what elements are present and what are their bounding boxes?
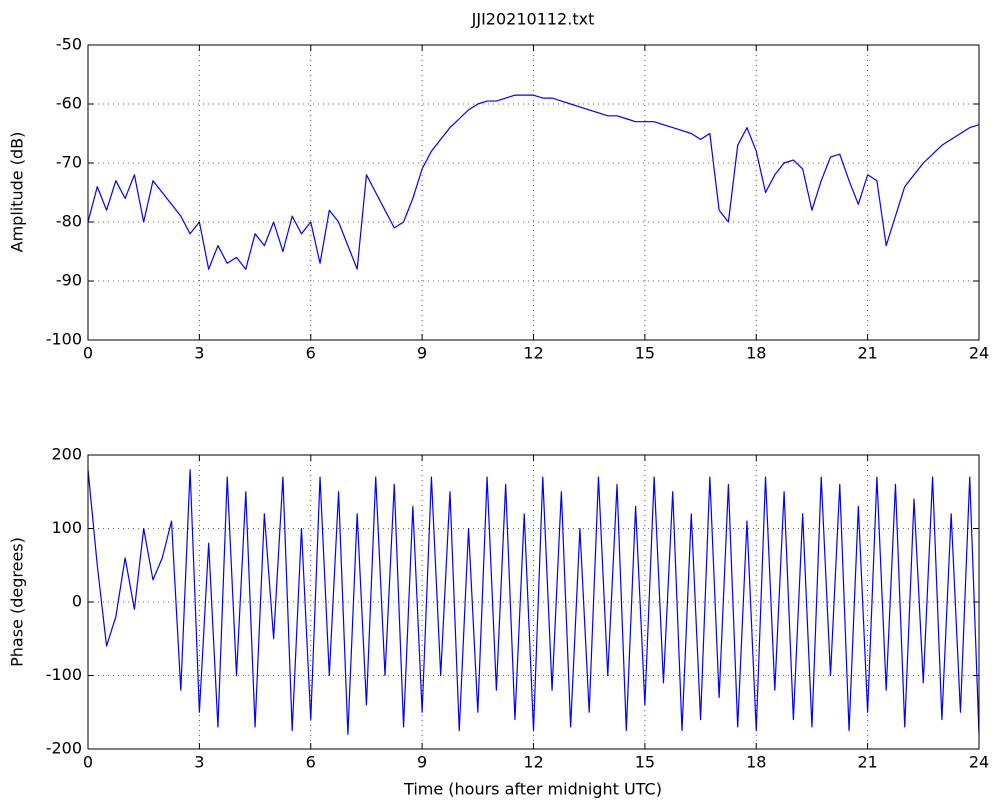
x-tick-label: 9	[417, 753, 427, 772]
y-tick-label: -200	[46, 739, 82, 758]
x-tick-label: 12	[523, 344, 543, 363]
x-tick-label: 18	[746, 753, 766, 772]
chart-title: JJI20210112.txt	[471, 10, 595, 29]
x-tick-label: 3	[194, 344, 204, 363]
y-tick-label: -90	[56, 271, 82, 290]
x-tick-label: 21	[857, 753, 877, 772]
y-axis-label: Phase (degrees)	[8, 537, 27, 667]
y-tick-label: -70	[56, 153, 82, 172]
axes-frame	[87, 454, 980, 750]
x-tick-label: 6	[306, 753, 316, 772]
x-tick-label: 0	[83, 344, 93, 363]
y-axis-label: Amplitude (dB)	[8, 132, 27, 253]
y-tick-label: 100	[51, 518, 82, 537]
axes-frame	[87, 44, 980, 341]
x-tick-label: 24	[969, 344, 989, 363]
y-tick-label: -100	[46, 330, 82, 349]
y-tick-label: -50	[56, 35, 82, 54]
x-tick-label: 3	[194, 753, 204, 772]
y-tick-label: -100	[46, 665, 82, 684]
x-tick-label: 24	[969, 753, 989, 772]
x-tick-label: 12	[523, 753, 543, 772]
x-tick-label: 6	[306, 344, 316, 363]
x-tick-label: 18	[746, 344, 766, 363]
y-tick-label: -80	[56, 212, 82, 231]
y-tick-label: 200	[51, 445, 82, 464]
x-tick-label: 15	[635, 753, 655, 772]
x-tick-label: 0	[83, 753, 93, 772]
data-line	[87, 94, 980, 270]
x-tick-label: 21	[857, 344, 877, 363]
data-line	[87, 469, 980, 735]
y-tick-label: 0	[72, 592, 82, 611]
y-tick-label: -60	[56, 94, 82, 113]
x-tick-label: 15	[635, 344, 655, 363]
x-tick-label: 9	[417, 344, 427, 363]
x-axis-label: Time (hours after midnight UTC)	[403, 780, 662, 799]
